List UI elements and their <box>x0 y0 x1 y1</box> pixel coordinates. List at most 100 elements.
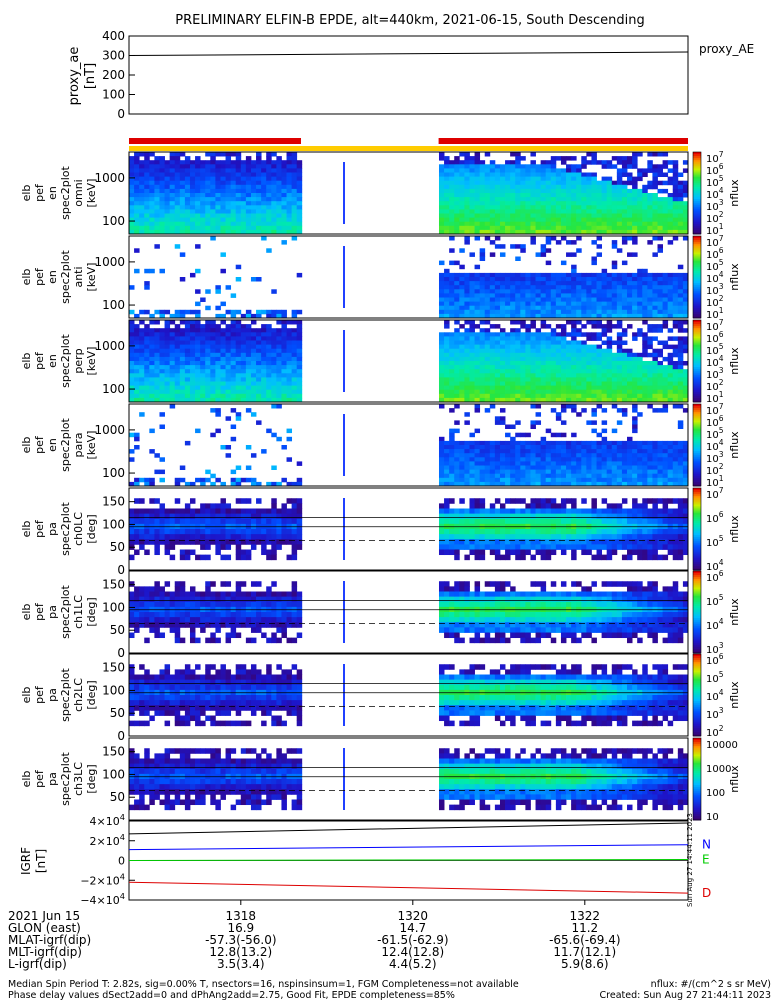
spectrogram-cell <box>475 369 480 374</box>
spectrogram-cell <box>200 201 205 206</box>
spectrogram-cell <box>287 193 292 198</box>
spectrogram-cell <box>246 209 251 214</box>
spectrogram-cell <box>652 293 657 298</box>
spectrogram-cell <box>510 336 515 341</box>
spectrogram-cell <box>170 386 175 391</box>
spectrogram-cell <box>205 328 210 333</box>
spectrogram-cell <box>581 285 586 290</box>
spectrogram-cell <box>490 277 495 282</box>
spectrogram-cell <box>459 218 464 223</box>
spectrogram-cell <box>520 336 525 341</box>
spectrogram-cell <box>602 306 607 311</box>
spectrogram-cell <box>469 277 474 282</box>
spectrogram-cell <box>566 445 571 450</box>
spectrogram-cell <box>205 341 210 346</box>
spectrogram-cell <box>581 289 586 294</box>
spectrogram-cell <box>500 466 505 471</box>
spectrogram-cell <box>195 382 200 387</box>
spectrogram-cell <box>566 373 571 378</box>
spectrogram-cell <box>469 298 474 303</box>
spectrogram-cell <box>566 164 571 169</box>
spectrogram-cell <box>586 457 591 462</box>
spectrogram-cell <box>617 382 622 387</box>
spectrogram-cell <box>586 449 591 454</box>
spectrogram-cell <box>591 310 596 315</box>
spectrogram-cell <box>551 365 556 370</box>
spectrogram-cell <box>281 189 286 194</box>
spectrogram-cell <box>449 214 454 219</box>
spectrogram-cell <box>678 457 683 462</box>
spectrogram-cell <box>165 324 170 329</box>
spectrogram-cell <box>220 353 225 358</box>
spectrogram-cell <box>546 310 551 315</box>
spectrogram-cell <box>231 197 236 202</box>
spectrogram-cell <box>170 168 175 173</box>
spectrogram-cell <box>607 214 612 219</box>
spectrogram-cell <box>612 390 617 395</box>
spectrogram-cell <box>510 369 515 374</box>
spectrogram-cell <box>449 433 454 438</box>
spectrogram-cell <box>642 214 647 219</box>
spectrogram-cell <box>581 457 586 462</box>
figure-title: PRELIMINARY ELFIN-B EPDE, alt=440km, 202… <box>175 13 645 28</box>
spectrogram-cell <box>520 445 525 450</box>
spectrogram-cell <box>266 369 271 374</box>
spectrogram-cell <box>652 441 657 446</box>
spectrogram-cell <box>647 273 652 278</box>
spectrogram-cell <box>261 310 266 315</box>
spectrogram-cell <box>566 461 571 466</box>
spectrogram-cell <box>200 382 205 387</box>
spectrogram-cell <box>607 197 612 202</box>
spectrogram-cell <box>215 390 220 395</box>
spectrogram-cell <box>154 181 159 186</box>
spectrogram-cell <box>464 453 469 458</box>
spectrogram-cell <box>556 240 561 245</box>
spectrogram-cell <box>246 369 251 374</box>
spectrogram-cell <box>541 353 546 358</box>
spectrogram-cell <box>144 173 149 178</box>
spectrogram-cell <box>586 470 591 475</box>
red-status-bar-2 <box>439 138 688 144</box>
spectrogram-cell <box>663 369 668 374</box>
spectrogram-cell <box>520 164 525 169</box>
spectrogram-cell <box>281 218 286 223</box>
spectrogram-cell <box>556 453 561 458</box>
spectrogram-cell <box>246 168 251 173</box>
spectrogram-cell <box>678 201 683 206</box>
spectrogram-cell <box>215 189 220 194</box>
spectrogram-cell <box>536 189 541 194</box>
spectrogram-cell <box>541 445 546 450</box>
spectrogram-cell <box>464 240 469 245</box>
spectrogram-cell <box>612 289 617 294</box>
spectrogram-cell <box>175 214 180 219</box>
spectrogram-cell <box>520 433 525 438</box>
spectrogram-cell <box>149 519 154 525</box>
spectrogram-cell <box>297 193 302 198</box>
spectrogram-cell <box>444 466 449 471</box>
spectrogram-cell <box>480 373 485 378</box>
spectrogram-cell <box>622 349 627 354</box>
spectrogram-cell <box>668 461 673 466</box>
spectrogram-cell <box>226 324 231 329</box>
spectrogram-cell <box>144 550 149 556</box>
spectrogram-cell <box>561 349 566 354</box>
spectrogram-cell <box>154 357 159 362</box>
spectrogram-cell <box>602 281 607 286</box>
spectrogram-cell <box>490 345 495 350</box>
spectrogram-cell <box>149 509 154 515</box>
spectrogram-cell <box>571 285 576 290</box>
spectrogram-cell <box>469 453 474 458</box>
spectrogram-cell <box>210 185 215 190</box>
spectrogram-cell <box>480 173 485 178</box>
spectrogram-cell <box>175 332 180 337</box>
spectrogram-cell <box>464 466 469 471</box>
spectrogram-cell <box>165 357 170 362</box>
spectrogram-cell <box>541 386 546 391</box>
spectrogram-cell <box>454 369 459 374</box>
spectrogram-cell <box>617 349 622 354</box>
spectrogram-cell <box>134 445 139 450</box>
spectrogram-cell <box>617 445 622 450</box>
spectrogram-cell <box>190 341 195 346</box>
spectrogram-cell <box>591 201 596 206</box>
